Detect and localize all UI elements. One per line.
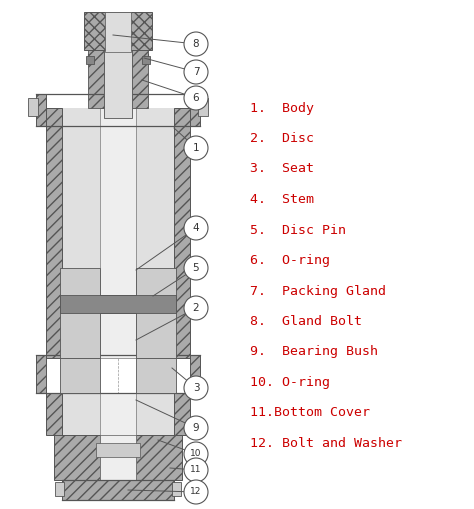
Bar: [84, 12, 152, 50]
Bar: [100, 108, 136, 358]
Circle shape: [184, 256, 208, 280]
Bar: [198, 98, 208, 116]
Circle shape: [184, 60, 208, 84]
Bar: [62, 393, 100, 435]
Bar: [136, 268, 176, 358]
Bar: [100, 393, 136, 435]
Circle shape: [184, 32, 208, 56]
Text: 3.  Seat: 3. Seat: [250, 162, 314, 176]
Bar: [88, 12, 104, 108]
Bar: [88, 14, 96, 48]
Bar: [142, 56, 150, 64]
Text: 7.  Packing Gland: 7. Packing Gland: [250, 285, 386, 297]
Text: 12: 12: [191, 488, 202, 496]
Text: 1: 1: [193, 143, 199, 153]
Bar: [86, 56, 94, 64]
Bar: [55, 482, 64, 496]
Bar: [174, 393, 190, 435]
Text: 12. Bolt and Washer: 12. Bolt and Washer: [250, 437, 402, 450]
Bar: [96, 443, 140, 457]
Bar: [136, 108, 174, 358]
Text: 5: 5: [193, 263, 199, 273]
Bar: [60, 268, 100, 358]
Text: 9.  Bearing Bush: 9. Bearing Bush: [250, 346, 378, 358]
Bar: [46, 393, 62, 435]
Bar: [62, 480, 174, 500]
Text: 3: 3: [193, 383, 199, 393]
Text: 9: 9: [193, 423, 199, 433]
Text: 5.  Disc Pin: 5. Disc Pin: [250, 223, 346, 237]
Bar: [172, 482, 181, 496]
Text: 1.  Body: 1. Body: [250, 101, 314, 115]
Circle shape: [184, 416, 208, 440]
Bar: [60, 295, 176, 313]
Text: 8.  Gland Bolt: 8. Gland Bolt: [250, 315, 362, 328]
Text: 4: 4: [193, 223, 199, 233]
Bar: [190, 94, 200, 126]
Text: 10. O-ring: 10. O-ring: [250, 376, 330, 389]
Bar: [174, 108, 190, 358]
Bar: [136, 393, 174, 435]
Bar: [46, 108, 62, 358]
Circle shape: [184, 480, 208, 504]
Text: 11: 11: [190, 466, 202, 474]
Bar: [62, 108, 100, 358]
Bar: [136, 358, 176, 393]
Circle shape: [184, 136, 208, 160]
Bar: [36, 94, 46, 126]
Bar: [104, 12, 132, 118]
Circle shape: [184, 86, 208, 110]
Circle shape: [184, 442, 208, 466]
Bar: [136, 435, 182, 480]
Bar: [54, 435, 100, 480]
Bar: [36, 355, 46, 393]
Bar: [190, 355, 200, 393]
Text: 6: 6: [193, 93, 199, 103]
Text: 7: 7: [193, 67, 199, 77]
Bar: [98, 14, 106, 48]
Bar: [60, 358, 100, 393]
Text: 10: 10: [190, 449, 202, 459]
Circle shape: [184, 296, 208, 320]
Text: 4.  Stem: 4. Stem: [250, 193, 314, 206]
Text: 2: 2: [193, 303, 199, 313]
Bar: [132, 12, 148, 108]
Circle shape: [184, 376, 208, 400]
Text: 8: 8: [193, 39, 199, 49]
Bar: [105, 12, 131, 52]
Bar: [108, 14, 116, 48]
Circle shape: [184, 458, 208, 482]
Text: 11.Bottom Cover: 11.Bottom Cover: [250, 407, 370, 419]
Text: 6.  O-ring: 6. O-ring: [250, 254, 330, 267]
Bar: [28, 98, 38, 116]
Circle shape: [184, 216, 208, 240]
Text: 2.  Disc: 2. Disc: [250, 132, 314, 145]
Bar: [100, 435, 136, 480]
